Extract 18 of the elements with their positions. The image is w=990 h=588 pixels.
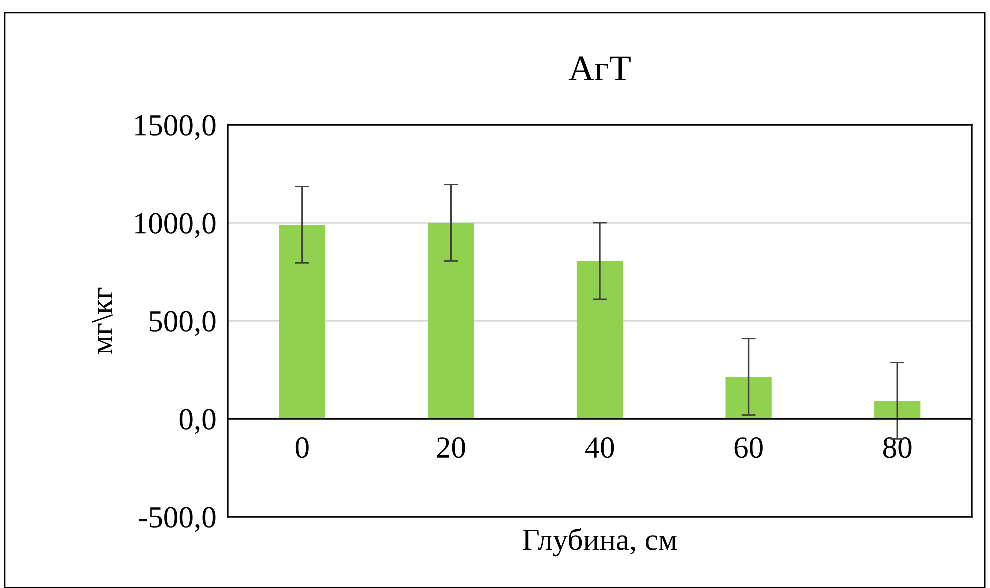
- x-tick-label: 40: [585, 438, 614, 458]
- x-tick-label: 0: [296, 438, 309, 458]
- x-tick-label: 20: [437, 438, 466, 458]
- y-tick-label: -500,0: [139, 507, 216, 532]
- x-tick-label: 80: [883, 438, 912, 458]
- y-tick-label: 0,0: [180, 409, 216, 434]
- y-tick-label: 1000,0: [136, 213, 216, 238]
- y-tick-label: 500,0: [150, 311, 216, 336]
- chart-title: АгТ: [568, 56, 631, 81]
- bar: [726, 377, 772, 419]
- x-tick-label: 60: [734, 438, 763, 458]
- y-tick-label: 1500,0: [136, 115, 216, 140]
- bar: [576, 261, 624, 419]
- bar: [428, 223, 474, 419]
- y-axis-title: мг\кг: [92, 288, 113, 354]
- bar: [874, 400, 921, 419]
- bar: [279, 224, 326, 419]
- x-axis-title: Глубина, см: [523, 528, 678, 557]
